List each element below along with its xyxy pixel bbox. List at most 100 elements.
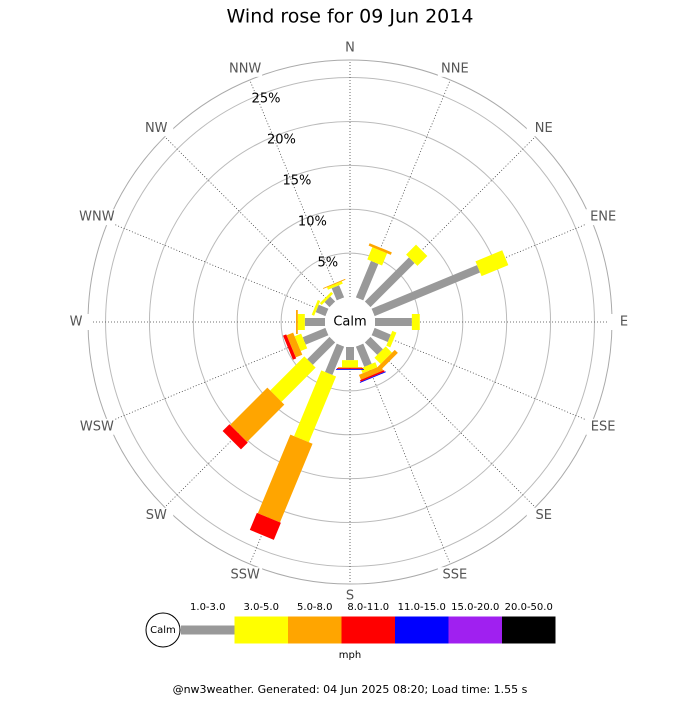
- label-bg: [79, 418, 114, 435]
- wind-segment: [406, 244, 428, 266]
- label-bg: [526, 507, 561, 524]
- wind-segment: [375, 318, 412, 326]
- legend-swatch: [234, 616, 288, 644]
- wind-segment: [355, 260, 379, 301]
- label-bg: [139, 120, 174, 137]
- wind-segment: [364, 257, 415, 308]
- wind-segment: [324, 296, 336, 308]
- label-bg: [586, 418, 621, 435]
- direction-label: ESE: [591, 419, 616, 434]
- direction-label: NNW: [229, 61, 261, 76]
- wind-segment: [359, 371, 386, 383]
- wind-segment: [342, 360, 358, 368]
- wind-segment: [326, 281, 343, 290]
- wind-segment: [304, 318, 325, 326]
- wind-segment: [270, 356, 316, 402]
- spoke: [367, 339, 536, 508]
- label-bg: [607, 314, 641, 330]
- direction-label: SW: [146, 508, 167, 523]
- wind-segment: [302, 327, 329, 345]
- wind-segment: [371, 327, 391, 342]
- legend-swatch: [502, 616, 556, 644]
- direction-label: N: [345, 41, 355, 56]
- direction-label: ENE: [590, 210, 616, 225]
- direction-label: E: [620, 315, 628, 330]
- wind-segment: [315, 304, 329, 317]
- label-bg: [79, 209, 114, 226]
- wind-segment: [336, 368, 364, 370]
- wind-segment: [294, 333, 308, 352]
- label-bg: [586, 209, 621, 226]
- wind-segment: [346, 347, 354, 361]
- legend-swatch: [448, 616, 502, 644]
- ring-label: 5%: [318, 256, 339, 271]
- wind-segment: [222, 424, 248, 450]
- legend-label: 11.0-15.0: [398, 602, 446, 613]
- direction-label: W: [70, 315, 83, 330]
- legend-swatch: [395, 616, 449, 644]
- label-bg: [526, 120, 561, 137]
- wind-segment: [377, 349, 398, 370]
- wind-segment: [367, 247, 388, 266]
- wind-segment: [360, 362, 378, 374]
- wind-segment: [322, 278, 346, 289]
- wind-segment: [257, 434, 313, 523]
- direction-label: NNE: [441, 61, 469, 76]
- direction-label: SSW: [230, 568, 260, 583]
- wind-segment: [374, 346, 392, 364]
- spoke: [164, 136, 333, 305]
- wind-segment: [307, 336, 336, 365]
- label-bg: [333, 40, 367, 56]
- wind-segment: [358, 365, 384, 380]
- direction-label: SSE: [442, 568, 467, 583]
- label-bg: [437, 567, 472, 584]
- legend-swatch: [181, 625, 235, 635]
- label-bg: [59, 314, 93, 330]
- spoke: [107, 221, 328, 313]
- wind-segment: [475, 250, 509, 277]
- ring-label: 25%: [252, 91, 281, 106]
- label-bg: [228, 567, 263, 584]
- direction-label: WSW: [80, 419, 114, 434]
- spoke: [372, 331, 593, 423]
- wind-segment: [286, 332, 303, 358]
- legend-swatch: [288, 616, 342, 644]
- legend-swatch: [341, 616, 395, 644]
- spoke: [359, 344, 451, 565]
- label-bg: [333, 588, 367, 604]
- wind-segment: [230, 387, 285, 442]
- grid-ring: [192, 164, 508, 480]
- calm-label: Calm: [333, 315, 366, 330]
- direction-label: NW: [145, 121, 168, 136]
- wind-segment: [249, 512, 281, 540]
- legend-label: 20.0-50.0: [505, 602, 553, 613]
- wind-segment: [337, 368, 363, 369]
- legend-label: 5.0-8.0: [297, 602, 332, 613]
- grid-ring: [148, 120, 552, 524]
- legend-calm-label: Calm: [150, 625, 176, 636]
- label-bg: [228, 60, 263, 77]
- wind-segment: [319, 291, 334, 306]
- calm-circle: [325, 297, 375, 347]
- wind-segment: [294, 370, 337, 443]
- wind-segment: [324, 343, 345, 376]
- unit-label: mph: [339, 650, 361, 661]
- wind-segment: [386, 330, 397, 348]
- direction-label: WNW: [79, 210, 115, 225]
- legend-label: 1.0-3.0: [190, 602, 225, 613]
- wind-segment: [368, 243, 392, 255]
- wind-segment: [338, 367, 362, 369]
- label-bg: [139, 507, 174, 524]
- legend-label: 3.0-5.0: [244, 602, 279, 613]
- wind-segment: [331, 285, 345, 301]
- wind-segment: [283, 334, 297, 360]
- wind-segment: [297, 314, 305, 330]
- chart-title: Wind rose for 09 Jun 2014: [227, 6, 474, 28]
- legend-calm: [145, 612, 181, 648]
- wind-segment: [364, 336, 383, 355]
- wind-segment: [355, 343, 372, 367]
- legend-label: 8.0-11.0: [347, 602, 389, 613]
- wind-segment: [411, 314, 420, 330]
- ring-label: 10%: [298, 215, 327, 230]
